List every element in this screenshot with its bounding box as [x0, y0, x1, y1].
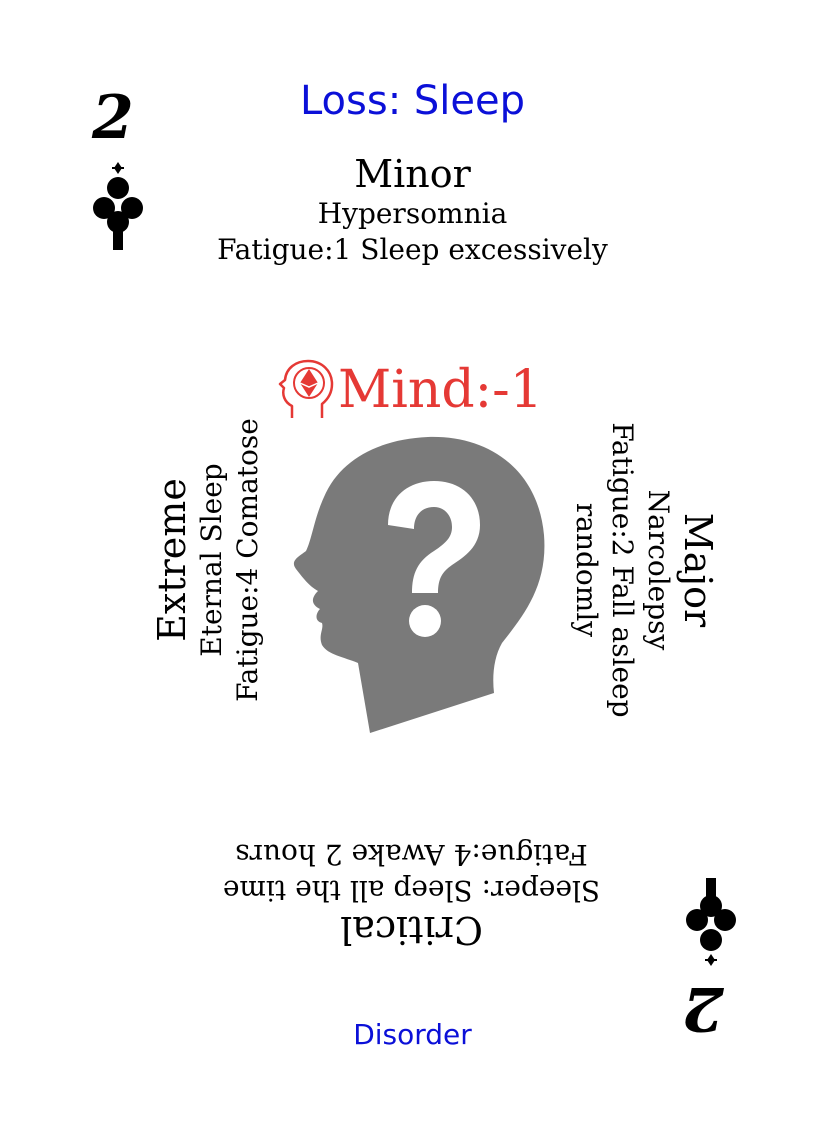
critical-effect: Fatigue:4 Awake 2 hours — [235, 838, 588, 871]
mind-stat: Mind:-1 — [278, 355, 543, 425]
rank-top-left: 2 — [92, 83, 134, 153]
mind-label: Mind:-1 — [338, 360, 543, 420]
minor-effect: Fatigue:1 Sleep excessively — [217, 233, 608, 266]
critical-block: Critical Sleeper: Sleep all the time Fat… — [0, 836, 824, 952]
critical-severity: Critical — [340, 908, 483, 952]
mind-head-icon — [278, 359, 334, 418]
major-severity: Major — [676, 512, 720, 628]
minor-severity: Minor — [354, 152, 471, 196]
critical-name: Sleeper: Sleep all the time — [222, 874, 601, 907]
head-question-mark-icon — [293, 436, 545, 733]
major-effect: Fatigue:2 Fall asleep randomly — [570, 422, 639, 718]
card-title: Loss: Sleep — [299, 78, 526, 124]
extreme-severity: Extreme — [150, 478, 194, 642]
club-icon — [686, 878, 736, 966]
extreme-name: Eternal Sleep — [195, 463, 228, 657]
major-block: Major Narcolepsy Fatigue:2 Fall asleep r… — [568, 360, 720, 780]
major-name: Narcolepsy — [642, 489, 675, 651]
extreme-effect: Fatigue:4 Comatose — [231, 418, 264, 702]
card-footer: Disorder — [353, 1018, 472, 1051]
extreme-block: Extreme Eternal Sleep Fatigue:4 Comatose — [150, 360, 266, 760]
minor-name: Hypersomnia — [317, 197, 508, 230]
club-icon — [93, 162, 143, 250]
minor-block: Minor Hypersomnia Fatigue:1 Sleep excess… — [0, 152, 825, 268]
